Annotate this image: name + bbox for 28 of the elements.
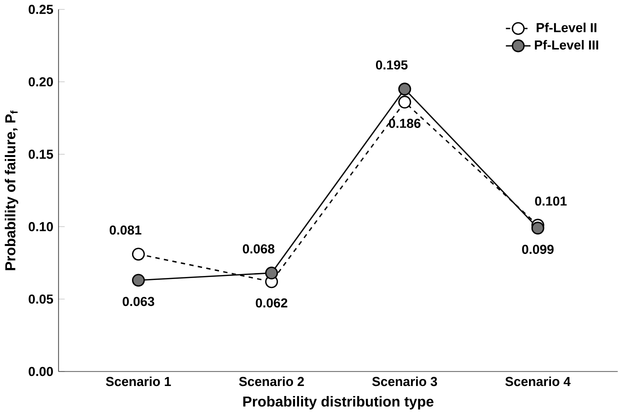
point: [265, 266, 278, 280]
data-label: 0.101: [535, 196, 567, 206]
data-label: 0.186: [388, 118, 420, 128]
y-tick-label: 0.10: [28, 222, 53, 232]
data-label: 0.195: [376, 60, 408, 70]
y-tick-label: 0.20: [28, 77, 53, 86]
x-axis-title: Probability distribution type: [243, 396, 434, 410]
data-label: 0.068: [242, 244, 274, 254]
y-tick-label: 0.05: [28, 294, 54, 304]
x-tick-label: Scenario 1: [106, 376, 171, 386]
legend-label: Pf-Level II: [536, 22, 596, 32]
data-label: 0.081: [110, 225, 142, 234]
y-tick-label: 0.25: [28, 4, 54, 14]
x-tick-label: Scenario 2: [239, 376, 304, 386]
data-label: 0.063: [122, 296, 154, 306]
x-tick-label: Scenario 3: [372, 376, 438, 386]
point: [398, 82, 412, 96]
legend-label: Pf-Level III: [534, 40, 598, 50]
y-axis-title: Probability of failure, P$_{f}$: [4, 110, 18, 270]
point: [132, 274, 145, 287]
data-label: 0.062: [256, 298, 288, 308]
point: [531, 222, 544, 234]
y-tick-label: 0.15: [28, 149, 54, 159]
x-tick-label: Scenario 4: [505, 376, 571, 386]
y-tick-label: 0.00: [28, 366, 53, 376]
point: [132, 248, 145, 260]
data-label: 0.099: [522, 244, 554, 254]
point: [398, 96, 412, 108]
